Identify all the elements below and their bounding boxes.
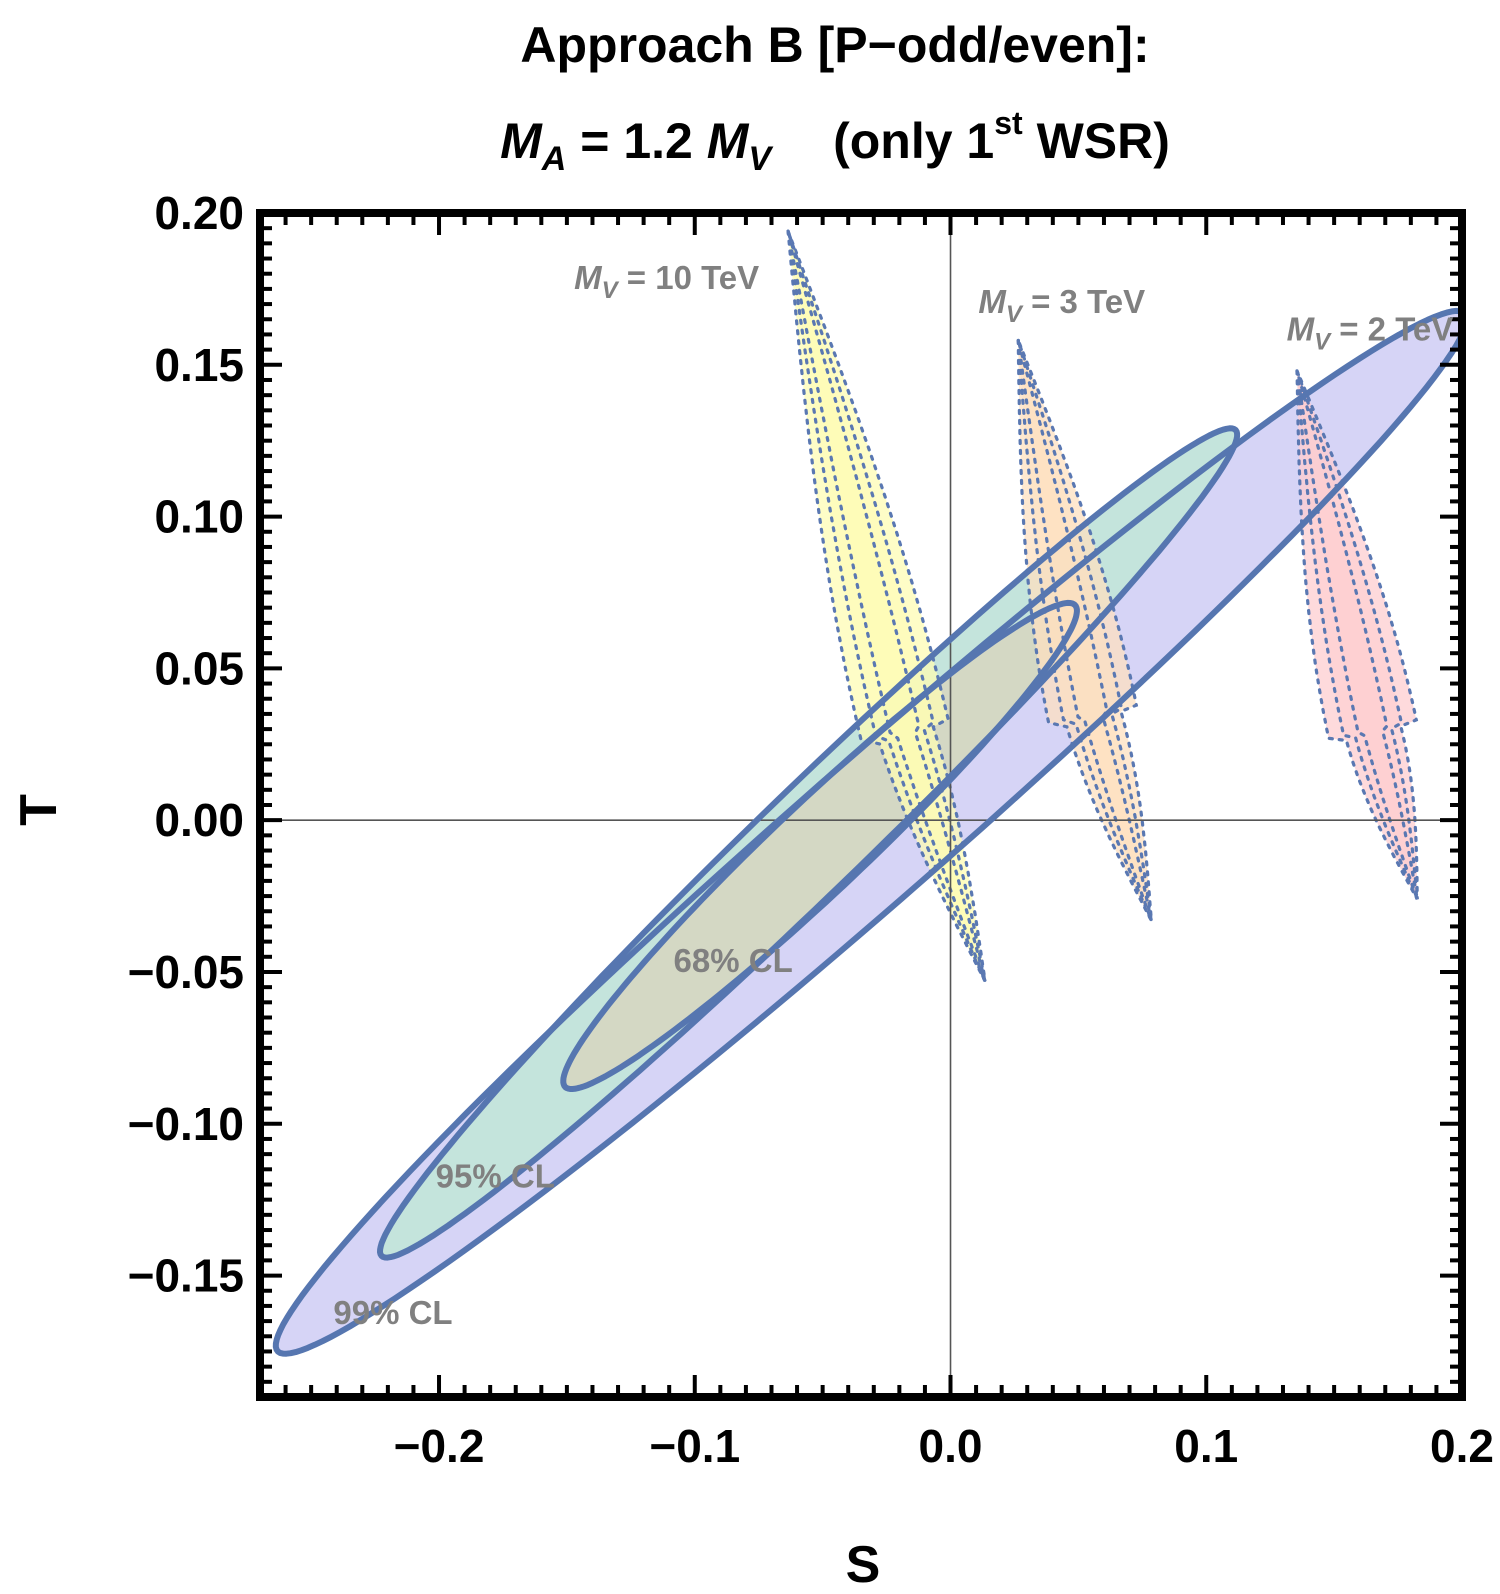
cl-label: 68% CL — [674, 942, 793, 979]
mv-region-3tev — [1016, 339, 1153, 922]
title-equals: = 1.2 — [566, 113, 706, 169]
y-tick-label: −0.10 — [128, 1098, 244, 1150]
y-tick-label: 0.15 — [154, 339, 244, 391]
cl-label: 99% CL — [333, 1294, 452, 1331]
tick-labels: −0.2 −0.1 0.0 0.1 0.2 0.20 0.15 0.10 0.05 0.00 −0.… — [128, 187, 1494, 1472]
y-axis-label: T — [10, 794, 68, 826]
mv-label-var: M — [574, 259, 603, 296]
mv-label-value: = 10 TeV — [618, 259, 760, 296]
plot-area — [260, 213, 1462, 1397]
cl-ellipse-outlines — [272, 307, 1462, 1357]
x-tick-label: −0.1 — [649, 1420, 740, 1472]
cl-label: 95% CL — [436, 1157, 555, 1194]
mv-label-value: = 2 TeV — [1330, 310, 1453, 347]
title-ma-var: M — [500, 113, 543, 169]
title-mv-var: M — [707, 113, 750, 169]
cl-ellipse-fills — [275, 310, 1462, 1354]
y-tick-label: −0.15 — [128, 1250, 244, 1302]
mv-label-sub: V — [1006, 301, 1024, 328]
title-superscript: st — [994, 105, 1023, 141]
reference-lines — [260, 213, 1462, 1397]
plot-frame — [256, 209, 1466, 1401]
y-tick-label: 0.00 — [154, 794, 244, 846]
mv-region-3tev-inner — [1016, 340, 1153, 921]
x-tick-label: 0.1 — [1174, 1420, 1238, 1472]
mv-label-var: M — [1287, 310, 1316, 347]
ellipse-fill-68-cl — [563, 602, 1077, 1089]
mv-label-value: = 3 TeV — [1022, 283, 1145, 320]
chart-title-line1: Approach B [P−odd/even]: — [520, 17, 1149, 73]
mv-label: MV = 3 TeV — [978, 283, 1145, 328]
chart-title-line2: MA = 1.2 MV (only 1st WSR) — [500, 105, 1170, 178]
y-tick-label: 0.10 — [154, 491, 244, 543]
mv-region-10tev-inner — [786, 230, 987, 982]
x-axis-label: S — [846, 1536, 881, 1594]
ellipse-outline-68-cl — [560, 599, 1080, 1092]
mv-label-sub: V — [1314, 328, 1332, 355]
mv-label-var: M — [978, 283, 1007, 320]
mv-label: MV = 10 TeV — [574, 259, 759, 304]
title-ma-sub: A — [541, 140, 567, 178]
mv-label: MV = 2 TeV — [1287, 310, 1454, 355]
title-paren-open: (only 1 — [833, 113, 994, 169]
mv-label-sub: V — [602, 277, 620, 304]
x-tick-label: 0.2 — [1430, 1420, 1494, 1472]
ellipse-outline-95-cl — [377, 425, 1241, 1261]
x-tick-label: −0.2 — [394, 1420, 485, 1472]
y-tick-label: 0.05 — [154, 642, 244, 694]
title-paren-close: WSR) — [1023, 113, 1170, 169]
title-mv-sub: V — [748, 140, 774, 178]
y-tick-label: −0.05 — [128, 946, 244, 998]
y-tick-label: 0.20 — [154, 187, 244, 239]
x-tick-label: 0.0 — [919, 1420, 983, 1472]
